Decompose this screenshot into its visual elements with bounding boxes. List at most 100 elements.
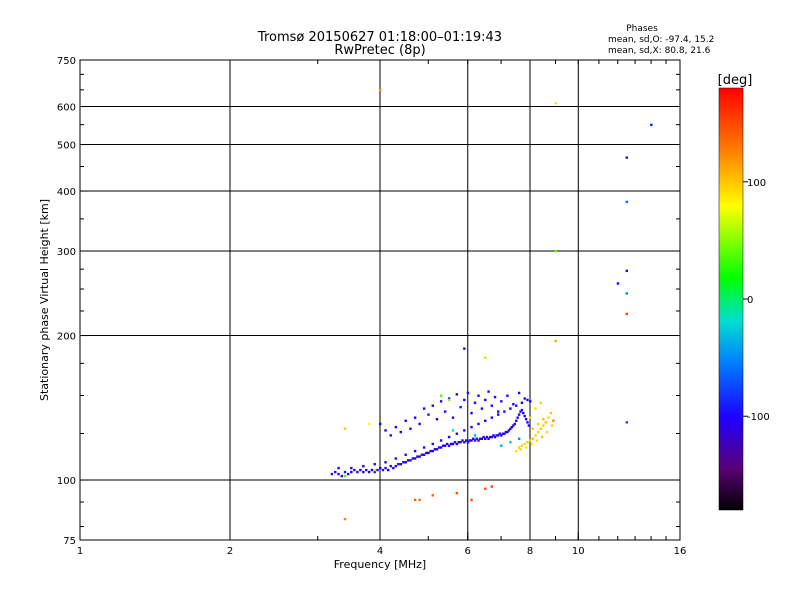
data-point-171: [536, 430, 540, 434]
y-tick-label-4: 400: [57, 187, 76, 198]
data-point-111: [477, 422, 480, 426]
data-point-128: [418, 422, 421, 426]
data-point-49: [453, 441, 457, 444]
data-point-5: [346, 472, 350, 476]
data-point-123: [394, 425, 398, 429]
data-point-27: [406, 459, 410, 462]
data-point-56: [466, 441, 470, 444]
data-point-7: [353, 468, 356, 472]
data-point-67: [485, 435, 489, 439]
data-point-41: [437, 446, 441, 449]
data-point-79: [504, 430, 508, 434]
data-point-207: [490, 485, 494, 488]
data-point-144: [480, 407, 484, 410]
data-point-37: [429, 449, 432, 453]
data-point-100: [384, 461, 387, 464]
data-point-73: [495, 434, 498, 437]
data-point-160: [473, 434, 477, 437]
data-point-118: [520, 401, 524, 404]
data-point-153: [517, 391, 521, 395]
data-point-50: [455, 442, 459, 446]
data-point-38: [431, 449, 434, 453]
data-point-143: [477, 394, 480, 397]
data-point-184: [550, 424, 554, 427]
data-point-164: [517, 446, 521, 449]
data-point-154: [523, 397, 526, 400]
data-point-126: [409, 427, 412, 430]
data-point-52: [459, 441, 462, 444]
data-point-107: [447, 435, 451, 439]
data-point-69: [489, 435, 492, 439]
y-axis: 75 100 200 300 400 500 600 750: [57, 56, 680, 547]
data-point-88: [517, 413, 521, 416]
x-tick-label-1: 2: [227, 546, 233, 557]
data-point-209: [650, 123, 653, 127]
y-tick-label-6: 600: [57, 103, 76, 114]
data-point-87: [516, 416, 519, 419]
colorbar-tick-label-0: 100: [747, 178, 766, 189]
y-tick-label-1: 100: [57, 476, 76, 487]
y-tick-label-3: 300: [57, 247, 76, 258]
data-point-166: [523, 442, 526, 446]
data-point-138: [459, 405, 462, 409]
data-point-155: [529, 400, 532, 403]
data-point-65: [482, 435, 485, 439]
data-point-197: [343, 427, 347, 430]
data-point-173: [542, 424, 545, 427]
data-point-133: [439, 400, 443, 403]
data-point-103: [413, 449, 417, 453]
data-point-135: [447, 397, 451, 400]
data-point-9: [359, 468, 362, 472]
data-point-179: [524, 446, 528, 449]
data-point-134: [443, 410, 447, 413]
data-point-113: [490, 416, 494, 419]
data-point-146: [487, 390, 490, 393]
data-point-139: [463, 398, 466, 402]
plot-grid: [80, 60, 680, 540]
data-point-186: [536, 422, 540, 426]
data-point-21: [392, 466, 395, 470]
data-point-108: [455, 432, 459, 435]
chart-subtitle: RwPretec (8p): [334, 43, 425, 58]
data-point-68: [487, 437, 490, 440]
data-point-188: [534, 407, 537, 410]
data-point-116: [509, 407, 512, 410]
data-point-63: [479, 437, 482, 440]
data-point-72: [493, 435, 497, 439]
data-point-22: [394, 464, 398, 468]
data-point-90: [520, 408, 524, 412]
data-point-110: [470, 425, 473, 429]
data-point-51: [457, 441, 460, 444]
data-point-30: [413, 457, 417, 460]
data-point-129: [422, 407, 426, 410]
data-point-45: [445, 442, 449, 446]
data-point-175: [547, 416, 550, 419]
data-point-124: [399, 430, 403, 434]
data-point-43: [441, 444, 445, 447]
data-point-101: [394, 457, 398, 460]
x-tick-label-2: 4: [377, 546, 383, 557]
data-point-18: [384, 466, 387, 470]
data-point-16: [379, 466, 382, 470]
data-point-31: [416, 455, 419, 458]
data-point-35: [425, 451, 428, 455]
data-point-204: [455, 491, 459, 495]
data-point-152: [512, 403, 515, 406]
data-point-104: [422, 446, 426, 449]
data-point-59: [472, 437, 475, 440]
data-point-158: [517, 437, 521, 440]
data-point-115: [503, 410, 506, 413]
colorbar: [718, 87, 744, 511]
data-point-215: [625, 312, 628, 316]
data-point-99: [373, 462, 376, 466]
data-point-136: [451, 416, 455, 419]
data-point-46: [447, 444, 451, 447]
data-point-159: [451, 429, 455, 432]
data-point-148: [493, 395, 497, 399]
data-point-94: [526, 421, 529, 424]
data-point-3: [340, 474, 344, 478]
data-point-183: [545, 430, 549, 434]
x-tick-label-0: 1: [77, 546, 83, 557]
data-point-109: [463, 429, 466, 432]
